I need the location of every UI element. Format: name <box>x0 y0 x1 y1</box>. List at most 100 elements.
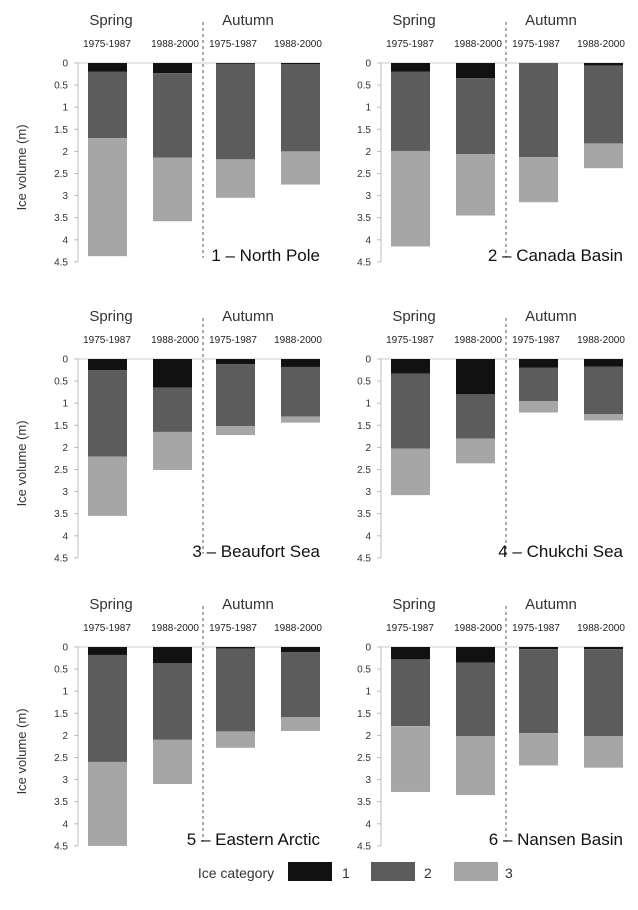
period-label: 1988-2000 <box>577 39 625 50</box>
bar-spring-1988-2000-cat1 <box>456 359 495 395</box>
y-tick-label: 1 <box>62 687 68 698</box>
y-tick-label: 0.5 <box>357 377 371 388</box>
bar-autumn-1975-1987-cat2 <box>216 364 255 427</box>
period-label: 1975-1987 <box>209 335 257 346</box>
bar-autumn-1975-1987-cat2 <box>519 367 558 401</box>
bar-spring-1975-1987-cat2 <box>88 370 127 457</box>
y-tick-label: 0.5 <box>54 665 68 676</box>
bar-autumn-1975-1987-cat1 <box>216 647 255 649</box>
y-tick-label: 0 <box>365 643 371 654</box>
period-label: 1975-1987 <box>83 39 131 50</box>
season-label: Spring <box>392 308 435 325</box>
period-label: 1988-2000 <box>274 335 322 346</box>
y-tick-label: 2.5 <box>357 753 371 764</box>
bar-spring-1988-2000-cat1 <box>153 359 192 388</box>
y-tick-label: 3 <box>62 487 68 498</box>
period-label: 1988-2000 <box>274 39 322 50</box>
y-tick-label: 0 <box>365 59 371 70</box>
y-tick-label: 1.5 <box>54 421 68 432</box>
bar-autumn-1988-2000-cat1 <box>584 647 623 650</box>
period-label: 1975-1987 <box>386 39 434 50</box>
bar-spring-1975-1987-cat3 <box>391 726 430 792</box>
y-tick-label: 2 <box>62 443 68 454</box>
y-tick-label: 1.5 <box>357 125 371 136</box>
bar-spring-1988-2000-cat2 <box>153 663 192 740</box>
y-tick-label: 1.5 <box>54 709 68 720</box>
y-tick-label: 3.5 <box>357 509 371 520</box>
bar-autumn-1988-2000-cat2 <box>584 649 623 737</box>
y-tick-label: 2 <box>62 731 68 742</box>
period-label: 1975-1987 <box>512 39 560 50</box>
bar-autumn-1975-1987-cat3 <box>519 157 558 203</box>
legend-label-1: 1 <box>342 865 350 881</box>
bar-autumn-1975-1987-cat3 <box>216 731 255 748</box>
y-tick-label: 2 <box>365 443 371 454</box>
panel-title: 1 – North Pole <box>211 246 320 265</box>
bar-spring-1975-1987-cat2 <box>88 654 127 762</box>
bar-spring-1988-2000-cat3 <box>153 431 192 470</box>
y-tick-label: 1 <box>365 103 371 114</box>
y-tick-label: 3 <box>365 775 371 786</box>
y-tick-label: 3.5 <box>54 797 68 808</box>
bar-autumn-1975-1987-cat1 <box>216 359 255 365</box>
y-tick-label: 2.5 <box>54 753 68 764</box>
period-label: 1975-1987 <box>386 335 434 346</box>
bar-spring-1988-2000-cat3 <box>456 438 495 464</box>
y-axis-label: Ice volume (m) <box>14 708 29 794</box>
bar-spring-1975-1987-cat1 <box>88 647 127 655</box>
y-tick-label: 1 <box>365 399 371 410</box>
bar-autumn-1988-2000-cat1 <box>584 63 623 66</box>
legend: Ice category 1 2 3 <box>198 862 513 881</box>
bar-spring-1988-2000-cat1 <box>153 647 192 664</box>
bar-autumn-1988-2000-cat3 <box>584 414 623 421</box>
y-tick-label: 4 <box>365 235 371 246</box>
bar-autumn-1988-2000-cat1 <box>281 647 320 653</box>
bar-autumn-1988-2000-cat3 <box>584 143 623 169</box>
season-label: Autumn <box>525 308 577 325</box>
panel-1: Spring Autumn 1975-1987 1988-2000 1975-1987 1… <box>14 12 322 268</box>
y-tick-label: 1.5 <box>54 125 68 136</box>
bar-autumn-1988-2000-cat1 <box>281 359 320 367</box>
period-label: 1988-2000 <box>151 335 199 346</box>
bar-autumn-1988-2000-cat2 <box>281 652 320 718</box>
bar-spring-1975-1987-cat2 <box>88 71 127 139</box>
period-label: 1975-1987 <box>512 623 560 634</box>
y-tick-label: 1.5 <box>357 421 371 432</box>
period-label: 1988-2000 <box>274 623 322 634</box>
period-label: 1988-2000 <box>454 623 502 634</box>
bar-spring-1988-2000-cat2 <box>456 394 495 439</box>
legend-label-3: 3 <box>505 865 513 881</box>
bar-autumn-1988-2000-cat3 <box>584 736 623 768</box>
bar-spring-1975-1987-cat1 <box>391 63 430 72</box>
bar-autumn-1975-1987-cat1 <box>519 359 558 368</box>
y-tick-label: 4 <box>365 531 371 542</box>
bar-autumn-1975-1987-cat3 <box>519 733 558 766</box>
y-tick-label: 4.5 <box>357 841 371 852</box>
bar-spring-1975-1987-cat3 <box>88 456 127 516</box>
y-tick-label: 0 <box>62 59 68 70</box>
y-tick-label: 3.5 <box>54 213 68 224</box>
legend-swatch-1 <box>288 862 332 881</box>
y-tick-label: 2.5 <box>54 465 68 476</box>
season-label: Spring <box>89 12 132 29</box>
y-tick-label: 4.5 <box>357 553 371 564</box>
bar-spring-1975-1987-cat3 <box>88 761 127 846</box>
y-tick-label: 2.5 <box>357 169 371 180</box>
bar-spring-1988-2000-cat1 <box>456 63 495 79</box>
y-tick-label: 4.5 <box>357 257 371 268</box>
y-tick-label: 2 <box>365 731 371 742</box>
period-label: 1975-1987 <box>209 623 257 634</box>
period-label: 1975-1987 <box>83 335 131 346</box>
bar-spring-1988-2000-cat2 <box>456 662 495 737</box>
legend-title: Ice category <box>198 865 274 881</box>
y-tick-label: 3.5 <box>357 213 371 224</box>
bar-autumn-1988-2000-cat1 <box>584 359 623 367</box>
bar-spring-1988-2000-cat3 <box>456 154 495 216</box>
y-tick-label: 3 <box>365 487 371 498</box>
period-label: 1988-2000 <box>454 335 502 346</box>
bar-spring-1988-2000-cat3 <box>153 739 192 785</box>
period-label: 1975-1987 <box>83 623 131 634</box>
bar-spring-1975-1987-cat2 <box>391 659 430 727</box>
period-label: 1975-1987 <box>209 39 257 50</box>
